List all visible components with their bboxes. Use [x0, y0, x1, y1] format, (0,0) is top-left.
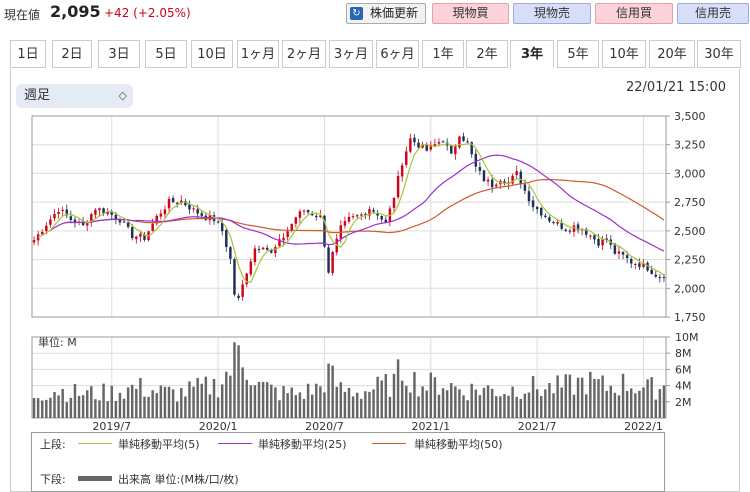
tab-5d[interactable]: 5日 — [145, 40, 187, 68]
cash-sell-button[interactable]: 現物売 — [513, 3, 591, 24]
price-change: +42 (+2.05%) — [104, 6, 191, 20]
tab-3d[interactable]: 3日 — [98, 40, 140, 68]
period-tabs: 1日 2日 3日 5日 10日 1ヶ月 2ヶ月 3ヶ月 6ヶ月 1年 2年 3年… — [0, 38, 750, 68]
legend-volume-swatch — [78, 476, 112, 481]
tab-2y[interactable]: 2年 — [466, 40, 508, 68]
refresh-price-button[interactable]: ↻ 株価更新 — [346, 3, 426, 24]
chart-frame — [10, 69, 740, 492]
tab-6m[interactable]: 6ヶ月 — [376, 40, 419, 68]
tab-30y[interactable]: 30年 — [697, 40, 741, 68]
legend-ma50: 単純移動平均(50) — [414, 438, 503, 451]
current-price-label: 現在値 — [4, 8, 41, 22]
interval-select[interactable]: 週足 ◇ — [16, 84, 133, 108]
chart-datetime: 22/01/21 15:00 — [626, 80, 726, 95]
legend-ma50-swatch — [372, 443, 406, 444]
tab-5y[interactable]: 5年 — [557, 40, 599, 68]
refresh-price-label: 株価更新 — [369, 6, 418, 20]
tab-10d[interactable]: 10日 — [191, 40, 233, 68]
legend-ma25: 単純移動平均(25) — [258, 438, 347, 451]
tab-1d[interactable]: 1日 — [10, 40, 46, 68]
chevron-updown-icon: ◇ — [118, 89, 127, 102]
tab-1y[interactable]: 1年 — [422, 40, 464, 68]
refresh-icon: ↻ — [350, 7, 363, 20]
current-price: 2,095 — [50, 2, 101, 21]
legend-ma5-swatch — [78, 443, 112, 444]
tab-3m[interactable]: 3ヶ月 — [329, 40, 373, 68]
margin-buy-button[interactable]: 信用買 — [595, 3, 673, 24]
legend-ma5: 単純移動平均(5) — [118, 438, 200, 451]
legend-lower-label: 下段: — [40, 473, 66, 486]
tab-20y[interactable]: 20年 — [649, 40, 695, 68]
margin-sell-button[interactable]: 信用売 — [677, 3, 749, 24]
tab-3y[interactable]: 3年 — [510, 40, 554, 68]
interval-select-value: 週足 — [24, 88, 51, 103]
cash-buy-button[interactable]: 現物買 — [432, 3, 509, 24]
legend-ma25-swatch — [218, 443, 252, 444]
tab-1m[interactable]: 1ヶ月 — [237, 40, 279, 68]
chart-legend: 上段: 単純移動平均(5) 単純移動平均(25) 単純移動平均(50) 下段: … — [31, 432, 665, 492]
legend-upper-label: 上段: — [40, 438, 66, 451]
tab-2m[interactable]: 2ヶ月 — [282, 40, 326, 68]
legend-volume: 出来高 単位:(M株/口/枚) — [118, 473, 239, 486]
tab-2d[interactable]: 2日 — [52, 40, 92, 68]
tab-10y[interactable]: 10年 — [602, 40, 646, 68]
quote-bar: 現在値 2,095 +42 (+2.05%) ↻ 株価更新 現物買 現物売 信用… — [0, 0, 750, 28]
